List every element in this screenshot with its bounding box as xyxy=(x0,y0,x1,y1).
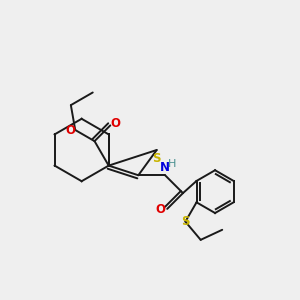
Text: N: N xyxy=(160,161,170,174)
Text: O: O xyxy=(156,203,166,216)
Text: O: O xyxy=(110,117,120,130)
Text: S: S xyxy=(152,152,161,165)
Text: O: O xyxy=(65,124,75,136)
Text: H: H xyxy=(167,159,176,169)
Text: S: S xyxy=(181,215,190,228)
